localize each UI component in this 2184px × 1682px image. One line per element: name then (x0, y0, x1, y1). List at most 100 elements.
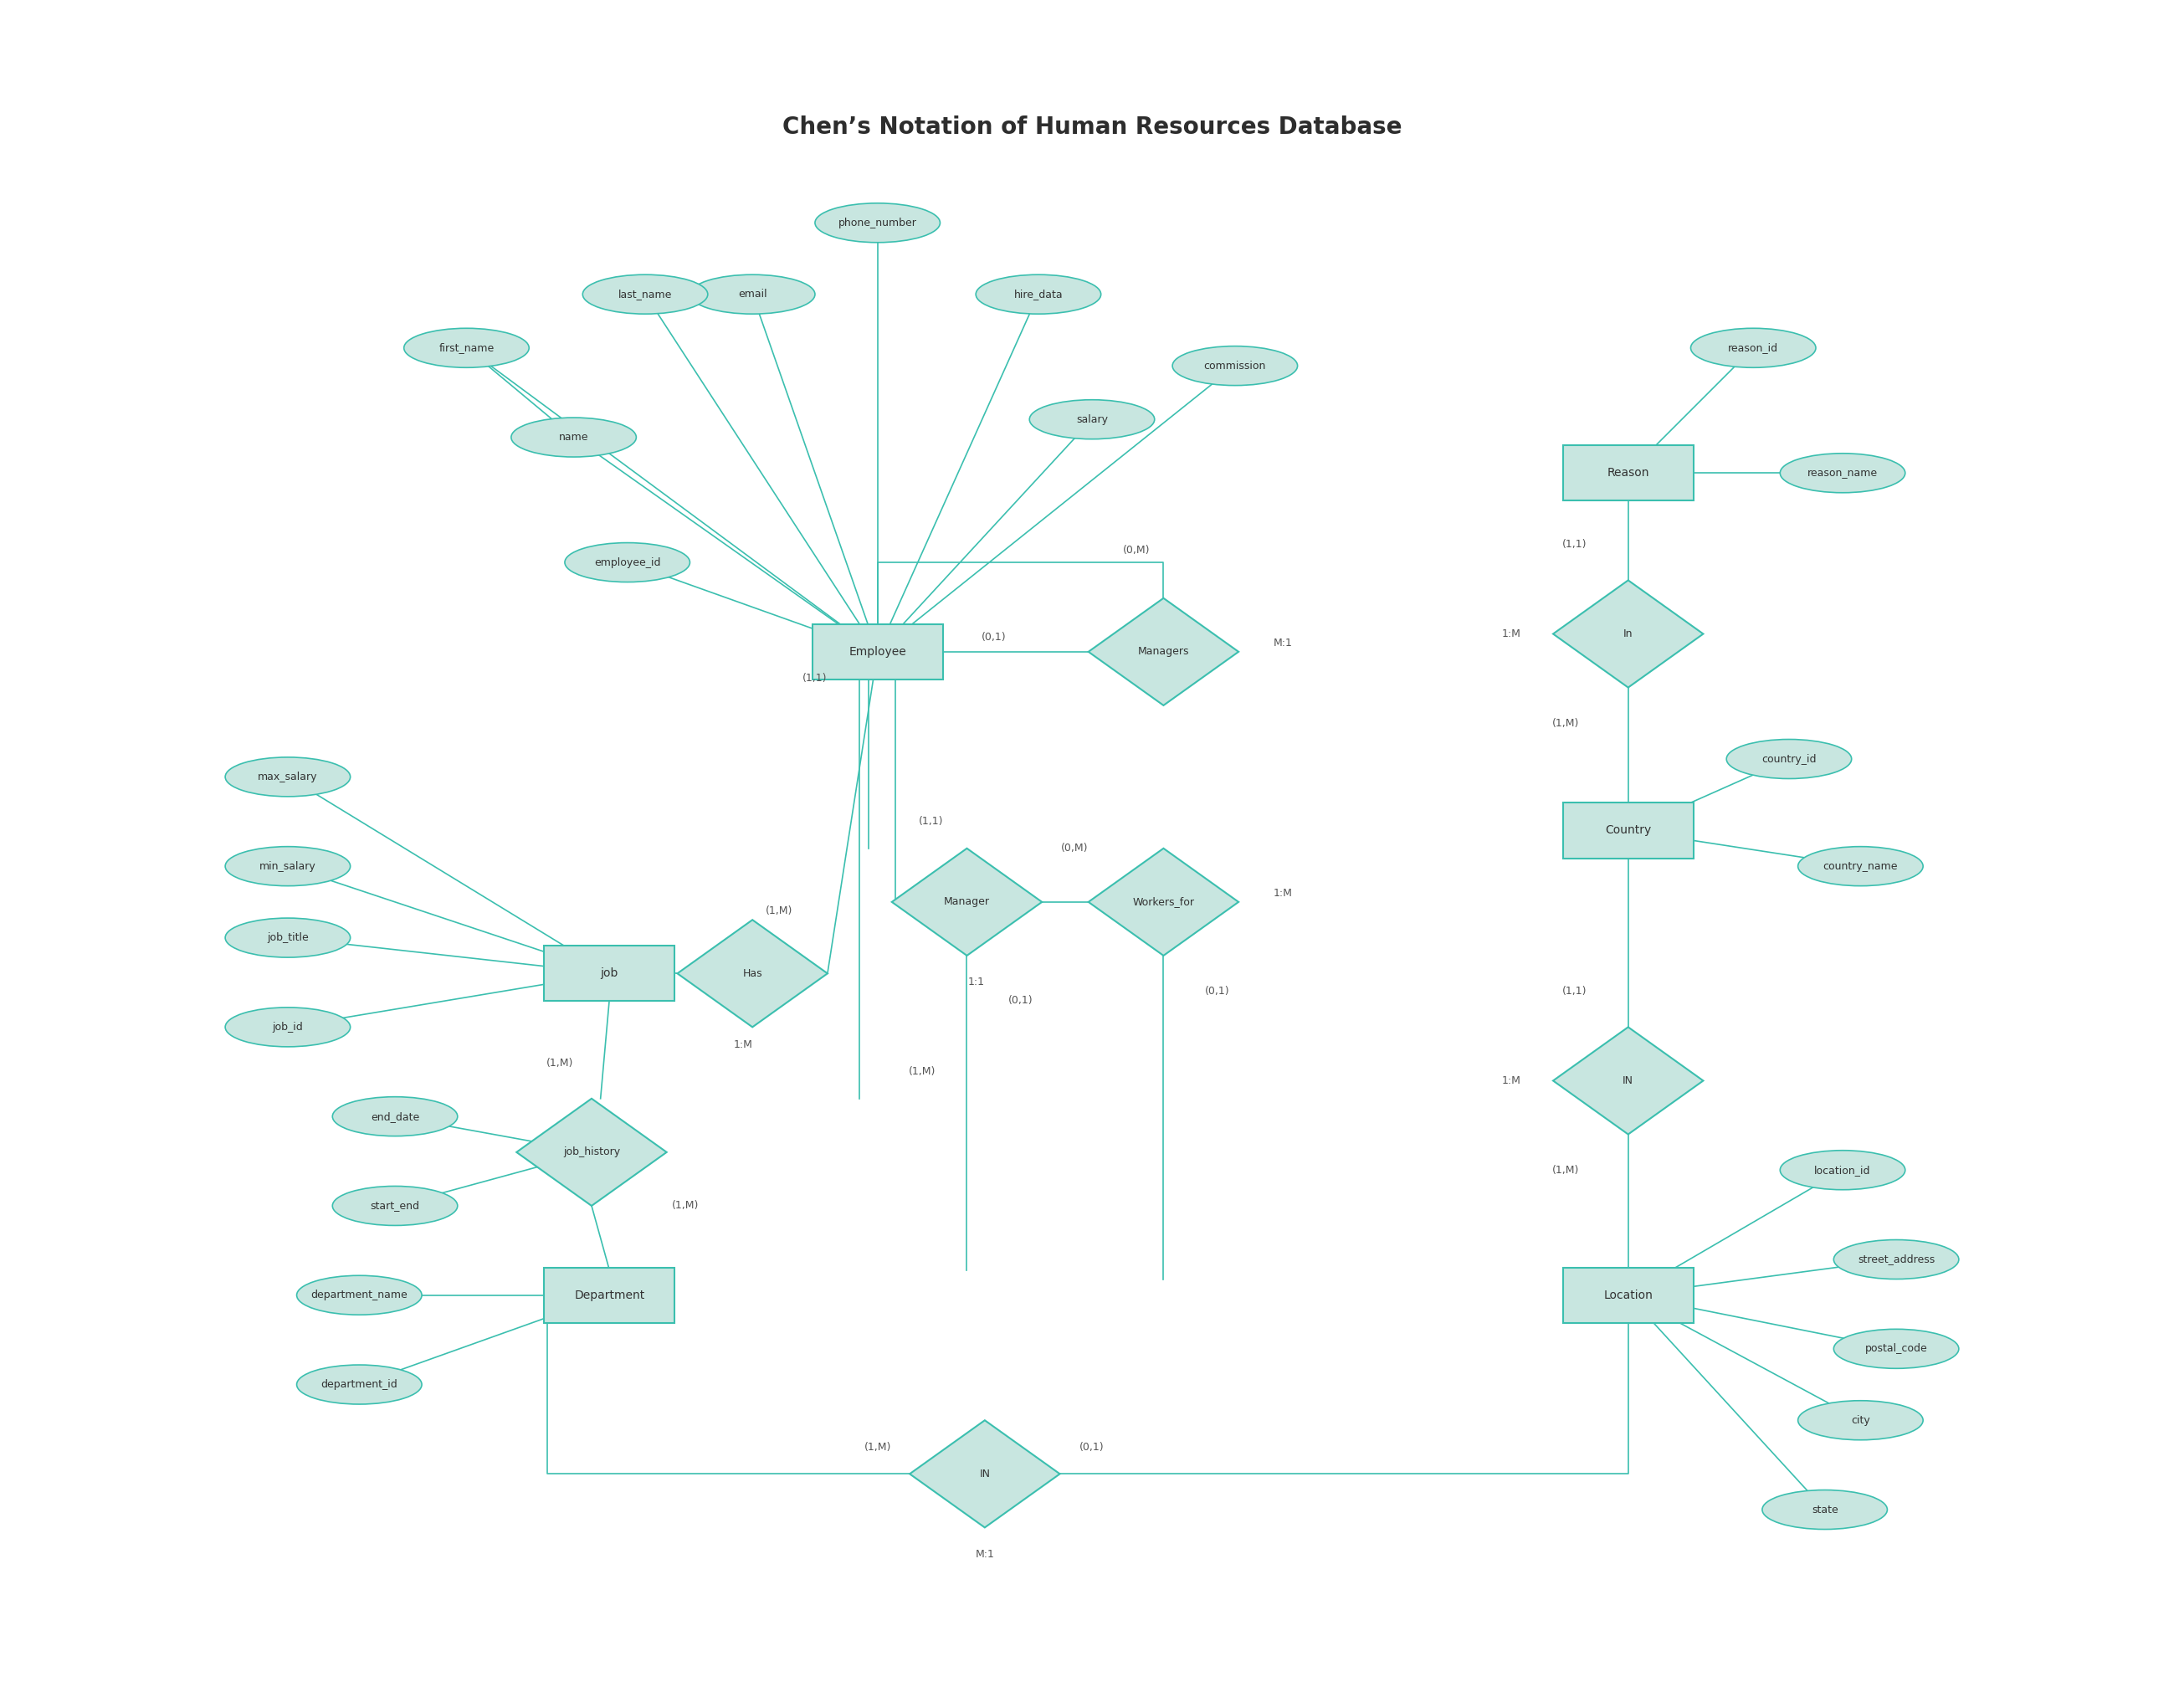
Ellipse shape (1173, 346, 1297, 385)
Ellipse shape (1762, 1490, 1887, 1529)
FancyBboxPatch shape (812, 624, 943, 680)
Ellipse shape (225, 846, 349, 886)
Polygon shape (891, 848, 1042, 955)
Text: 1:M: 1:M (1273, 888, 1293, 898)
Polygon shape (1088, 848, 1238, 955)
Text: department_id: department_id (321, 1379, 397, 1389)
Ellipse shape (1690, 328, 1815, 368)
Ellipse shape (297, 1275, 422, 1315)
FancyBboxPatch shape (1564, 1268, 1693, 1322)
Ellipse shape (404, 328, 529, 368)
Text: reason_id: reason_id (1728, 343, 1778, 353)
Text: (1,M): (1,M) (1553, 1164, 1579, 1176)
Text: min_salary: min_salary (260, 861, 317, 871)
Text: email: email (738, 289, 767, 299)
Polygon shape (518, 1098, 666, 1206)
Text: 1:1: 1:1 (968, 977, 985, 987)
Text: 1:M: 1:M (734, 1039, 753, 1050)
Ellipse shape (511, 417, 636, 458)
Text: Reason: Reason (1607, 468, 1649, 479)
Text: first_name: first_name (439, 343, 494, 353)
FancyBboxPatch shape (544, 1268, 675, 1322)
Text: (1,M): (1,M) (1553, 718, 1579, 728)
Text: (1,M): (1,M) (767, 905, 793, 917)
Text: (0,1): (0,1) (1206, 986, 1230, 997)
Text: salary: salary (1077, 414, 1107, 426)
Text: (1,1): (1,1) (1562, 986, 1588, 997)
Text: (0,M): (0,M) (1061, 843, 1088, 854)
Polygon shape (1553, 580, 1704, 688)
Text: commission: commission (1203, 360, 1267, 372)
Text: (1,1): (1,1) (804, 673, 828, 685)
FancyBboxPatch shape (1564, 802, 1693, 858)
Ellipse shape (566, 543, 690, 582)
Polygon shape (677, 920, 828, 1028)
FancyBboxPatch shape (1564, 446, 1693, 501)
Ellipse shape (225, 1008, 349, 1046)
Text: 1:M: 1:M (1503, 1075, 1520, 1087)
Text: job_history: job_history (563, 1147, 620, 1157)
Text: IN: IN (1623, 1075, 1634, 1087)
Text: job_title: job_title (266, 932, 308, 944)
Text: street_address: street_address (1859, 1255, 1935, 1265)
Ellipse shape (1835, 1329, 1959, 1369)
Text: state: state (1811, 1504, 1839, 1515)
Text: location_id: location_id (1815, 1164, 1872, 1176)
Text: Managers: Managers (1138, 646, 1190, 658)
Text: (1,M): (1,M) (673, 1201, 699, 1211)
Text: country_id: country_id (1762, 754, 1817, 764)
Text: start_end: start_end (371, 1201, 419, 1211)
Text: job: job (601, 967, 618, 979)
Text: country_name: country_name (1824, 861, 1898, 871)
Text: name: name (559, 432, 587, 442)
Text: In: In (1623, 629, 1634, 639)
Text: hire_data: hire_data (1013, 289, 1064, 299)
Ellipse shape (1780, 1150, 1904, 1189)
Ellipse shape (583, 274, 708, 315)
Text: end_date: end_date (371, 1112, 419, 1122)
Text: (1,M): (1,M) (865, 1441, 891, 1453)
Text: Chen’s Notation of Human Resources Database: Chen’s Notation of Human Resources Datab… (782, 116, 1402, 140)
Ellipse shape (1797, 846, 1924, 886)
Text: Location: Location (1603, 1290, 1653, 1302)
FancyBboxPatch shape (544, 945, 675, 1001)
Ellipse shape (1728, 740, 1852, 779)
Text: postal_code: postal_code (1865, 1344, 1928, 1354)
Text: Manager: Manager (943, 897, 989, 907)
Text: Department: Department (574, 1290, 644, 1302)
Ellipse shape (1835, 1240, 1959, 1278)
Text: (0,1): (0,1) (1079, 1441, 1105, 1453)
Ellipse shape (1780, 454, 1904, 493)
Text: (0,1): (0,1) (1009, 994, 1033, 1006)
Text: Workers_for: Workers_for (1133, 897, 1195, 907)
Text: M:1: M:1 (1273, 637, 1293, 648)
Polygon shape (911, 1420, 1059, 1527)
Text: phone_number: phone_number (839, 217, 917, 229)
Ellipse shape (815, 204, 939, 242)
Ellipse shape (1797, 1401, 1924, 1440)
Polygon shape (1553, 1028, 1704, 1134)
Text: job_id: job_id (273, 1021, 304, 1033)
Text: (1,1): (1,1) (1562, 540, 1588, 550)
Ellipse shape (690, 274, 815, 315)
Text: Has: Has (743, 969, 762, 979)
Text: city: city (1852, 1415, 1870, 1426)
Text: (1,1): (1,1) (919, 816, 943, 828)
Ellipse shape (1029, 400, 1155, 439)
Text: last_name: last_name (618, 289, 673, 299)
Text: max_salary: max_salary (258, 772, 317, 782)
Text: reason_name: reason_name (1808, 468, 1878, 478)
Text: M:1: M:1 (976, 1549, 994, 1559)
Ellipse shape (297, 1364, 422, 1404)
Ellipse shape (332, 1097, 456, 1135)
Ellipse shape (225, 757, 349, 797)
Text: (1,M): (1,M) (909, 1066, 935, 1076)
Ellipse shape (976, 274, 1101, 315)
Ellipse shape (332, 1186, 456, 1226)
Text: IN: IN (978, 1468, 989, 1480)
Text: employee_id: employee_id (594, 557, 660, 569)
Ellipse shape (225, 918, 349, 957)
Polygon shape (1088, 599, 1238, 705)
Text: Country: Country (1605, 824, 1651, 836)
Text: Employee: Employee (850, 646, 906, 658)
